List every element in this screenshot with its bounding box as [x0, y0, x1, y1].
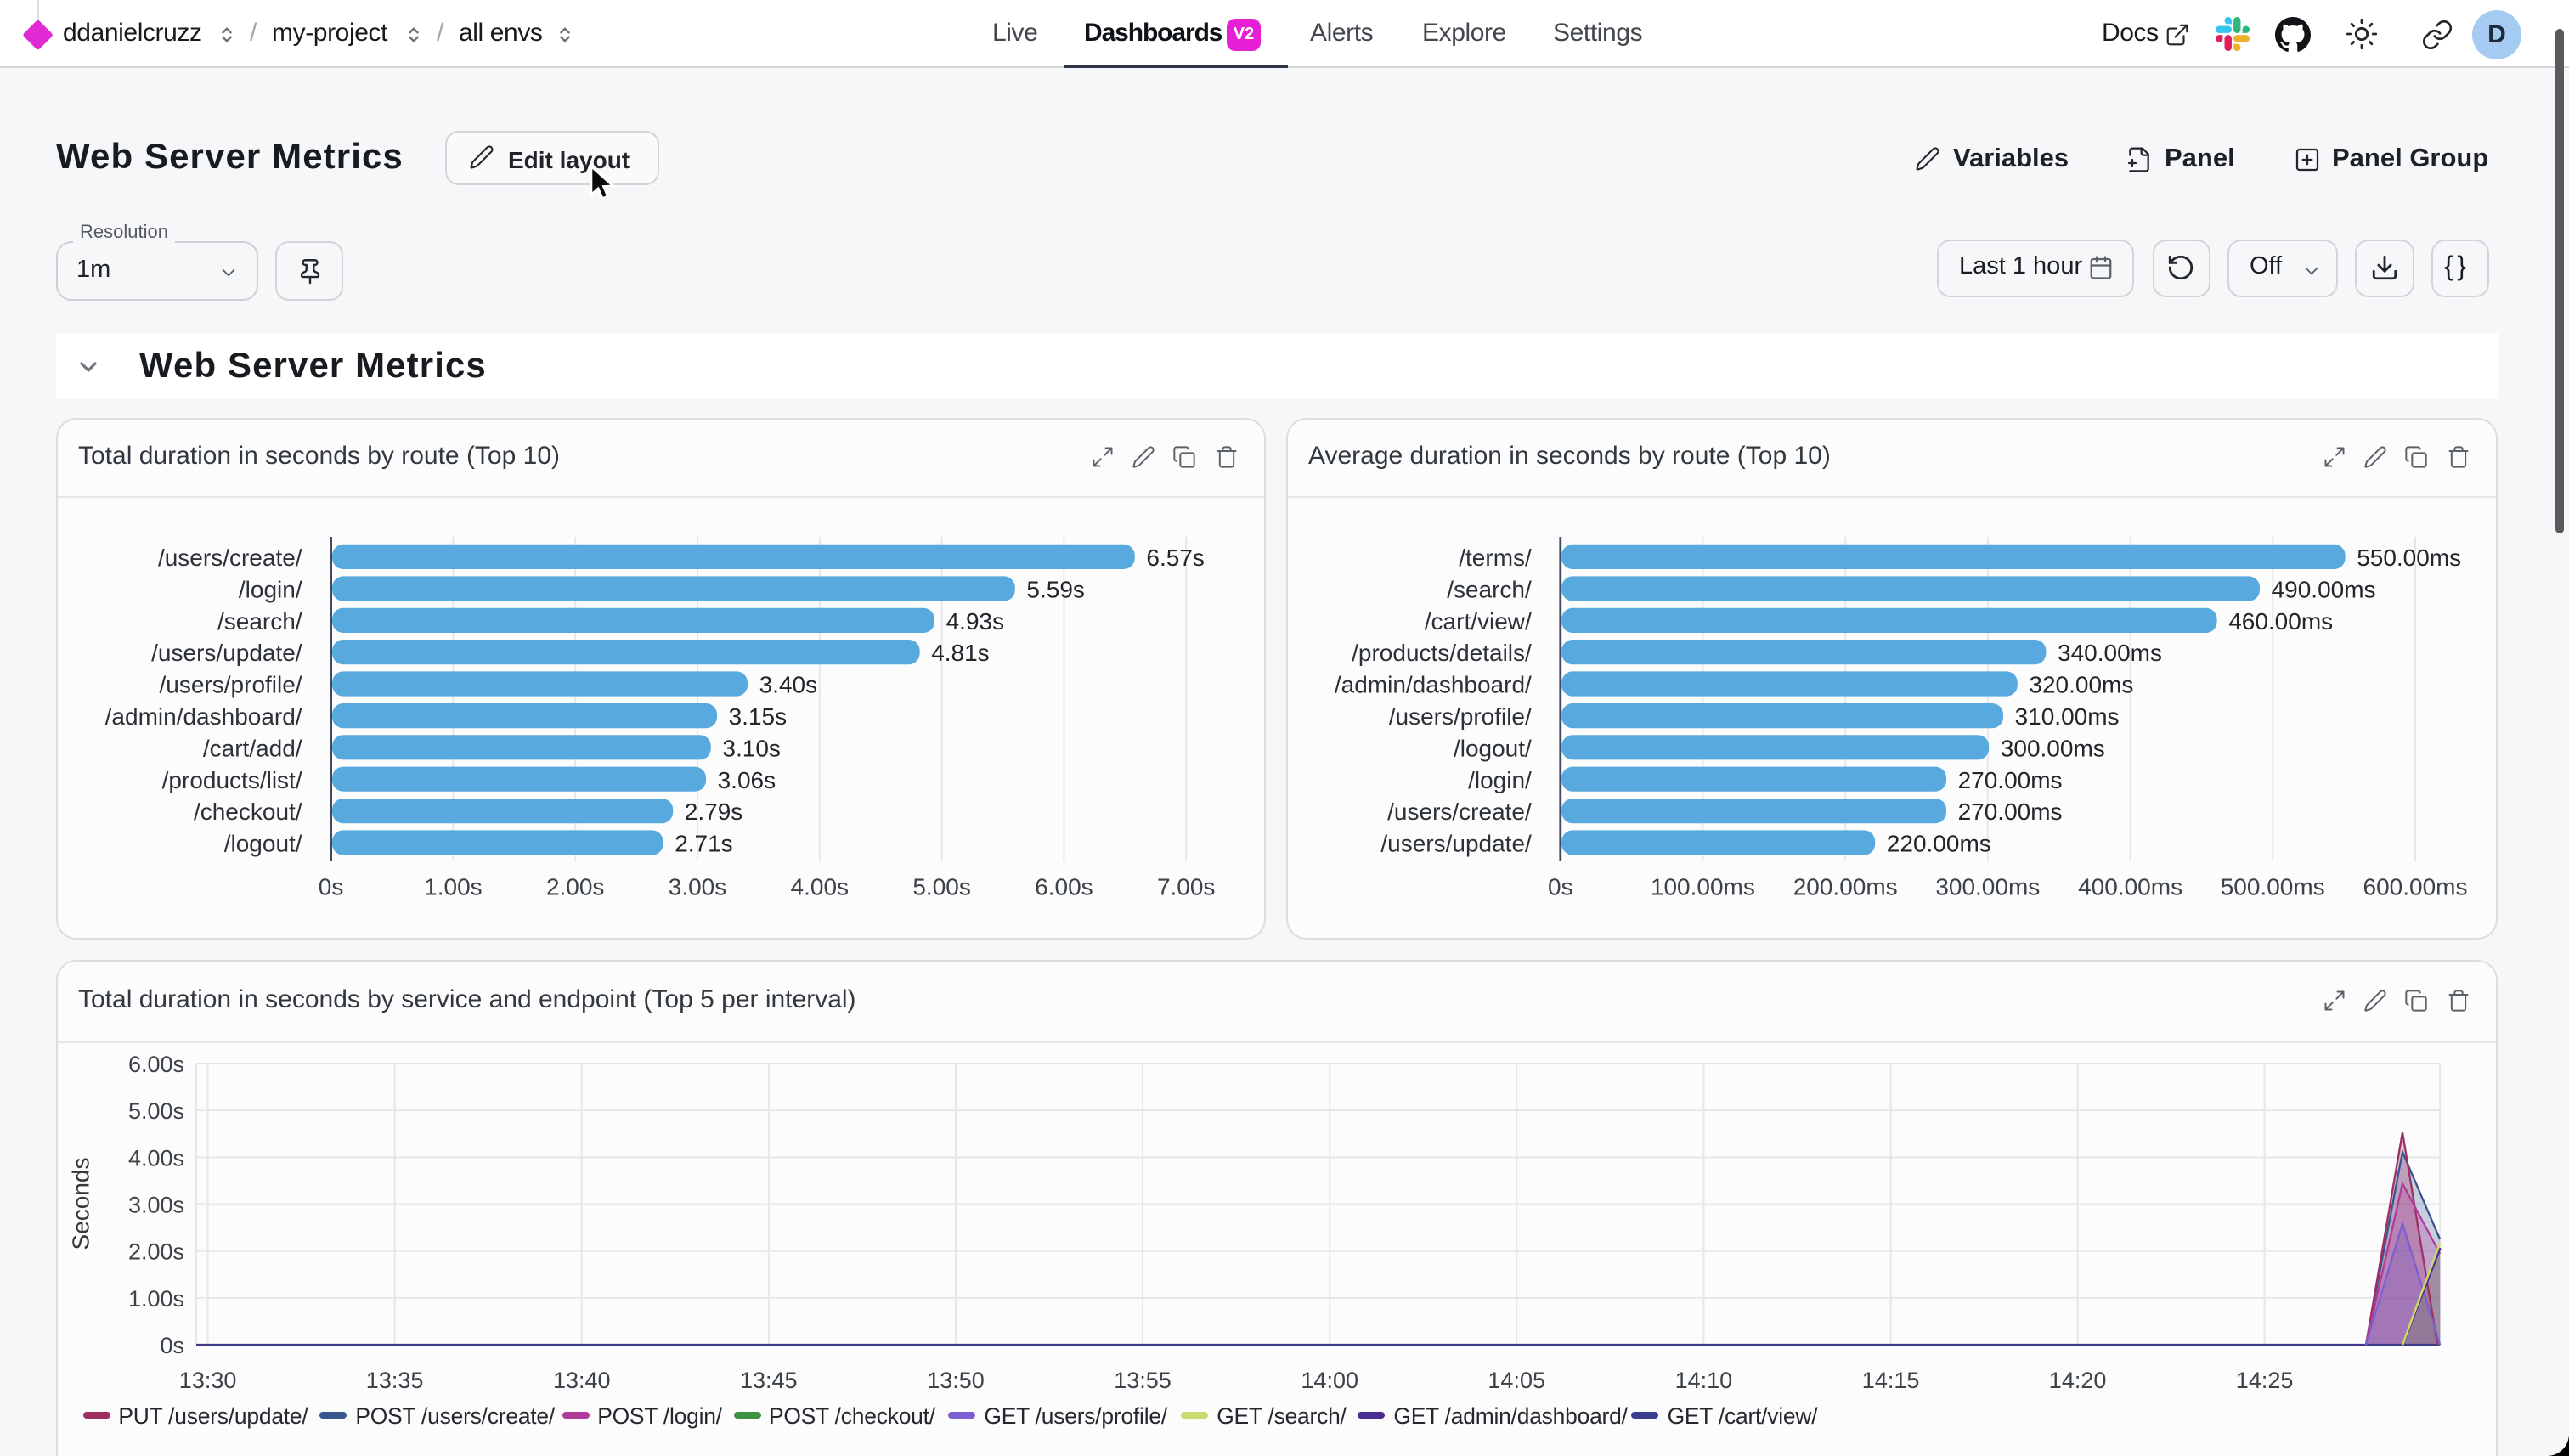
svg-text:270.00ms: 270.00ms	[1958, 766, 2063, 793]
svg-text:13:40: 13:40	[553, 1367, 611, 1392]
svg-text:3.06s: 3.06s	[718, 766, 776, 793]
svg-text:3.15s: 3.15s	[729, 703, 788, 729]
svg-text:/users/update/: /users/update/	[151, 639, 302, 665]
svg-text:600.00ms: 600.00ms	[2363, 873, 2468, 900]
svg-text:13:50: 13:50	[927, 1367, 985, 1392]
svg-text:300.00ms: 300.00ms	[2001, 734, 2105, 760]
svg-text:1.00s: 1.00s	[424, 873, 483, 900]
svg-text:13:30: 13:30	[179, 1367, 237, 1392]
svg-text:13:55: 13:55	[1114, 1367, 1172, 1392]
svg-text:Seconds: Seconds	[68, 1157, 94, 1250]
svg-text:300.00ms: 300.00ms	[1935, 873, 2040, 900]
svg-text:220.00ms: 220.00ms	[1887, 830, 1991, 856]
svg-text:200.00ms: 200.00ms	[1793, 873, 1898, 900]
svg-text:/login/: /login/	[239, 576, 302, 602]
svg-text:320.00ms: 320.00ms	[2029, 671, 2133, 697]
svg-text:0s: 0s	[319, 873, 344, 900]
svg-text:/users/update/: /users/update/	[1380, 830, 1532, 856]
svg-text:14:15: 14:15	[1862, 1367, 1920, 1392]
svg-text:/cart/add/: /cart/add/	[203, 734, 302, 760]
svg-text:/cart/view/: /cart/view/	[1425, 607, 1532, 634]
svg-text:4.00s: 4.00s	[791, 873, 850, 900]
svg-text:7.00s: 7.00s	[1157, 873, 1216, 900]
svg-text:14:25: 14:25	[2236, 1367, 2294, 1392]
svg-text:3.40s: 3.40s	[759, 671, 818, 697]
svg-text:/admin/dashboard/: /admin/dashboard/	[1335, 671, 1532, 697]
svg-text:4.81s: 4.81s	[931, 639, 990, 665]
svg-text:2.00s: 2.00s	[546, 873, 605, 900]
svg-text:270.00ms: 270.00ms	[1958, 798, 2063, 824]
svg-text:/logout/: /logout/	[1454, 734, 1532, 760]
svg-text:3.00s: 3.00s	[128, 1192, 184, 1217]
svg-text:14:20: 14:20	[2049, 1367, 2107, 1392]
svg-text:/terms/: /terms/	[1459, 544, 1532, 570]
svg-text:/users/create/: /users/create/	[1387, 798, 1532, 824]
svg-text:/search/: /search/	[1447, 576, 1532, 602]
svg-text:550.00ms: 550.00ms	[2357, 544, 2461, 570]
svg-text:/admin/dashboard/: /admin/dashboard/	[105, 703, 302, 729]
svg-text:/users/profile/: /users/profile/	[160, 671, 302, 697]
svg-text:/logout/: /logout/	[224, 830, 302, 856]
svg-text:2.71s: 2.71s	[675, 830, 733, 856]
svg-text:13:45: 13:45	[740, 1367, 798, 1392]
svg-text:4.00s: 4.00s	[128, 1144, 184, 1170]
svg-text:0s: 0s	[160, 1332, 184, 1357]
svg-text:5.00s: 5.00s	[912, 873, 971, 900]
svg-text:14:05: 14:05	[1488, 1367, 1545, 1392]
svg-text:490.00ms: 490.00ms	[2272, 576, 2376, 602]
svg-text:/products/list/: /products/list/	[162, 766, 302, 793]
svg-text:6.00s: 6.00s	[128, 1051, 184, 1076]
svg-text:13:35: 13:35	[366, 1367, 424, 1392]
svg-text:5.00s: 5.00s	[128, 1098, 184, 1123]
svg-text:3.10s: 3.10s	[722, 734, 781, 760]
svg-text:4.93s: 4.93s	[946, 607, 1005, 634]
svg-text:14:00: 14:00	[1301, 1367, 1358, 1392]
svg-text:6.57s: 6.57s	[1146, 544, 1205, 570]
svg-text:14:10: 14:10	[1675, 1367, 1733, 1392]
svg-text:5.59s: 5.59s	[1026, 576, 1085, 602]
svg-text:400.00ms: 400.00ms	[2078, 873, 2182, 900]
svg-text:3.00s: 3.00s	[669, 873, 727, 900]
svg-text:340.00ms: 340.00ms	[2058, 639, 2162, 665]
svg-text:/products/details/: /products/details/	[1352, 639, 1532, 665]
svg-text:/users/create/: /users/create/	[158, 544, 302, 570]
svg-text:2.00s: 2.00s	[128, 1239, 184, 1264]
svg-text:/login/: /login/	[1468, 766, 1532, 793]
svg-text:2.79s: 2.79s	[685, 798, 743, 824]
svg-text:/users/profile/: /users/profile/	[1389, 703, 1532, 729]
svg-text:500.00ms: 500.00ms	[2221, 873, 2325, 900]
svg-text:1.00s: 1.00s	[128, 1285, 184, 1311]
svg-text:/checkout/: /checkout/	[194, 798, 302, 824]
svg-text:100.00ms: 100.00ms	[1651, 873, 1755, 900]
svg-text:460.00ms: 460.00ms	[2228, 607, 2333, 634]
svg-text:6.00s: 6.00s	[1035, 873, 1093, 900]
svg-text:/search/: /search/	[217, 607, 302, 634]
svg-text:0s: 0s	[1548, 873, 1573, 900]
svg-text:310.00ms: 310.00ms	[2015, 703, 2120, 729]
